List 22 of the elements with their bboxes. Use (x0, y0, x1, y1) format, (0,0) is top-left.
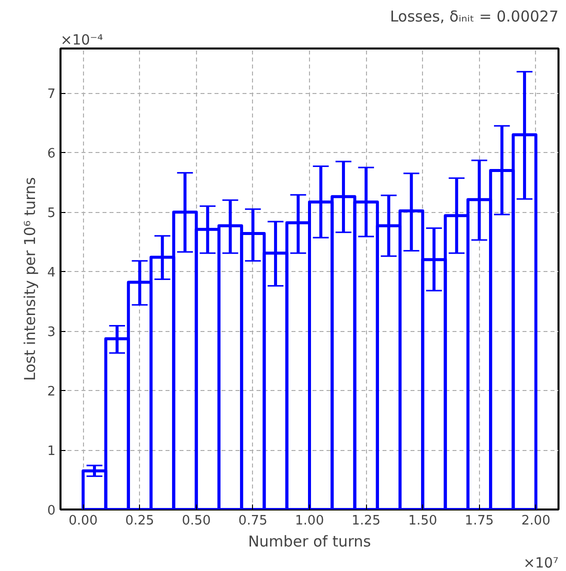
x-tick-label: 1.00 (295, 514, 324, 528)
chart-title: Losses, δᵢₙᵢₜ = 0.00027 (390, 8, 559, 26)
y-tick-label: 4 (47, 266, 56, 281)
x-axis-title: Number of turns (248, 532, 372, 550)
y-tick-label: 1 (47, 444, 56, 460)
x-tick-label: 2.00 (521, 514, 550, 528)
x-tick-label: 1.25 (352, 514, 381, 528)
y-tick-label: 5 (47, 206, 56, 222)
y-tick-label: 0 (47, 504, 56, 518)
x-tick-label: 1.75 (464, 514, 494, 528)
y-tick-label: 6 (47, 146, 56, 162)
y-tick-label: 3 (47, 325, 56, 340)
x-tick-label: 0.00 (68, 514, 98, 528)
text: ×10⁻⁴ (60, 32, 104, 48)
x-tick-label: 0.25 (125, 514, 154, 528)
x-tick-label: 1.50 (408, 514, 438, 528)
x-tick-label: 0.50 (182, 514, 211, 528)
y-tick-label: 2 (47, 384, 56, 400)
text: ×10⁷ (523, 556, 559, 571)
y-axis-title: Lost intensity per 10⁶ turns (21, 176, 40, 381)
y-tick-label: 7 (47, 87, 56, 102)
x-tick-label: 0.75 (238, 514, 268, 528)
